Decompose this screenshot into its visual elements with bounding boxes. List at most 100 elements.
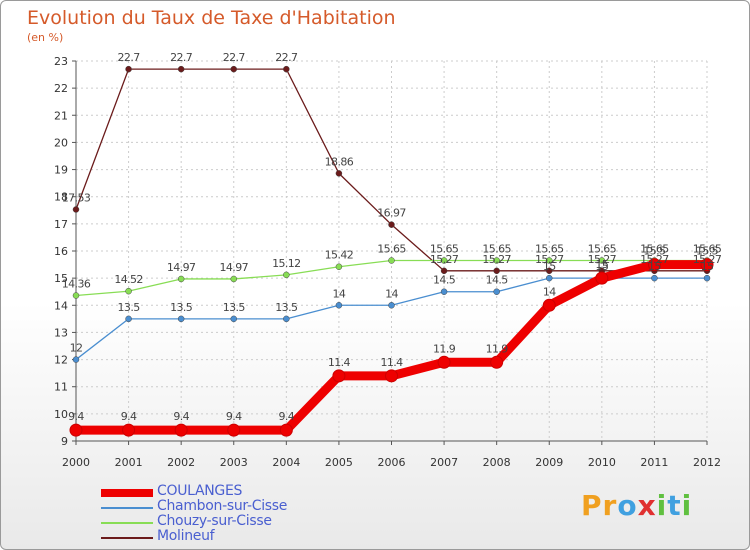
point-1	[177, 315, 185, 323]
legend-swatch	[101, 489, 153, 497]
point-2	[125, 287, 132, 295]
point-1	[388, 302, 395, 309]
data-label-3: 15.27	[430, 253, 459, 266]
point-3	[388, 221, 395, 228]
point-0	[122, 423, 136, 437]
data-label-3: 22.7	[118, 51, 141, 64]
legend-label: Chouzy-sur-Cisse	[157, 513, 272, 529]
data-label-0: 9.4	[121, 410, 137, 423]
data-label-0: 11.9	[486, 342, 509, 355]
logo-letter: P	[581, 489, 603, 522]
point-1	[651, 274, 658, 282]
y-tick-label: 15	[54, 272, 68, 285]
chart-title: Evolution du Taux de Taxe d'Habitation	[27, 7, 396, 29]
data-label-0: 9.4	[173, 410, 189, 423]
data-label-2: 15.65	[588, 243, 617, 256]
series-lines	[69, 65, 714, 437]
logo-letter: o	[617, 489, 638, 522]
data-labels: 17.53 22.7 22.7 22.7 22.7 18.86 16.97 15.27 15.2…	[62, 51, 723, 423]
data-label-0: 14	[543, 285, 556, 298]
legend-label: Chambon-sur-Cisse	[157, 498, 288, 514]
data-label-2: 14.36	[62, 278, 91, 291]
y-tick-label: 21	[54, 109, 68, 122]
data-label-1: 15	[543, 260, 556, 273]
legend-swatch	[101, 507, 153, 509]
data-label-1: 15	[701, 260, 714, 273]
y-tick-label: 9	[61, 435, 68, 448]
point-2	[493, 257, 500, 264]
data-label-3: 17.53	[62, 191, 91, 204]
point-1	[493, 288, 500, 295]
point-3	[335, 170, 343, 177]
point-0	[279, 423, 293, 437]
data-label-2: 14.97	[167, 261, 196, 274]
data-label-2: 14.52	[114, 273, 143, 286]
data-label-3: 15.27	[535, 253, 564, 266]
data-label-3: 15.27	[640, 253, 669, 266]
data-label-1: 14	[333, 287, 346, 300]
point-1	[335, 302, 343, 309]
data-label-0: 9.4	[226, 410, 242, 423]
x-tick-label: 2012	[693, 456, 721, 469]
data-label-1: 15	[648, 260, 661, 273]
data-label-2: 15.65	[535, 243, 564, 256]
y-tick-label: 19	[54, 164, 68, 177]
data-label-3: 18.86	[325, 155, 354, 168]
x-tick-label: 2004	[272, 456, 300, 469]
x-tick-label: 2002	[167, 456, 195, 469]
logo-letter: x	[637, 489, 657, 522]
point-1	[440, 288, 448, 295]
data-label-2: 15.65	[482, 243, 511, 256]
data-label-3: 15.27	[482, 253, 511, 266]
point-2	[230, 275, 237, 283]
point-0	[542, 298, 556, 312]
data-label-0: 15.5	[643, 245, 666, 258]
data-label-1: 13.5	[223, 301, 246, 314]
point-3	[493, 267, 500, 275]
point-0	[490, 355, 504, 369]
data-label-0: 9.4	[278, 410, 294, 423]
y-tick-label: 10	[54, 408, 68, 421]
proxiti-logo: Proxiti	[581, 489, 692, 522]
y-tick-label: 14	[54, 299, 68, 312]
point-3	[230, 65, 237, 73]
x-tick-label: 2009	[535, 456, 563, 469]
x-tick-label: 2011	[640, 456, 668, 469]
point-0	[332, 369, 346, 383]
data-label-0: 11.4	[328, 356, 351, 369]
legend-label: Molineuf	[157, 528, 215, 544]
data-label-2: 15.12	[272, 257, 301, 270]
point-0	[174, 423, 188, 437]
x-tick-label: 2010	[588, 456, 616, 469]
point-1	[703, 274, 711, 282]
point-0	[595, 271, 609, 285]
data-label-0: 11.9	[433, 342, 456, 355]
data-label-1: 15	[595, 260, 608, 273]
point-3	[283, 65, 290, 73]
logo-letter: i	[656, 489, 668, 522]
data-label-3: 15.27	[588, 253, 617, 266]
data-label-1: 12	[70, 342, 83, 355]
data-label-1: 13.5	[275, 301, 298, 314]
legend-label: COULANGES	[157, 483, 243, 499]
y-tick-label: 16	[54, 245, 68, 258]
grid	[75, 60, 708, 441]
point-1	[546, 274, 553, 282]
legend-swatch	[101, 522, 153, 524]
x-tick-label: 2005	[325, 456, 353, 469]
x-tick-label: 2000	[62, 456, 90, 469]
data-label-1: 14	[385, 287, 398, 300]
chart-subtitle: (en %)	[27, 31, 64, 44]
data-label-2: 15.42	[325, 249, 354, 262]
data-label-0: 15.5	[696, 245, 719, 258]
point-2	[335, 263, 343, 270]
data-label-1: 14.5	[486, 274, 509, 287]
logo-letter: t	[667, 489, 682, 522]
point-0	[385, 369, 398, 383]
y-tick-label: 12	[54, 354, 68, 367]
point-0	[700, 258, 714, 272]
x-tick-label: 2001	[115, 456, 143, 469]
point-3	[440, 267, 448, 275]
